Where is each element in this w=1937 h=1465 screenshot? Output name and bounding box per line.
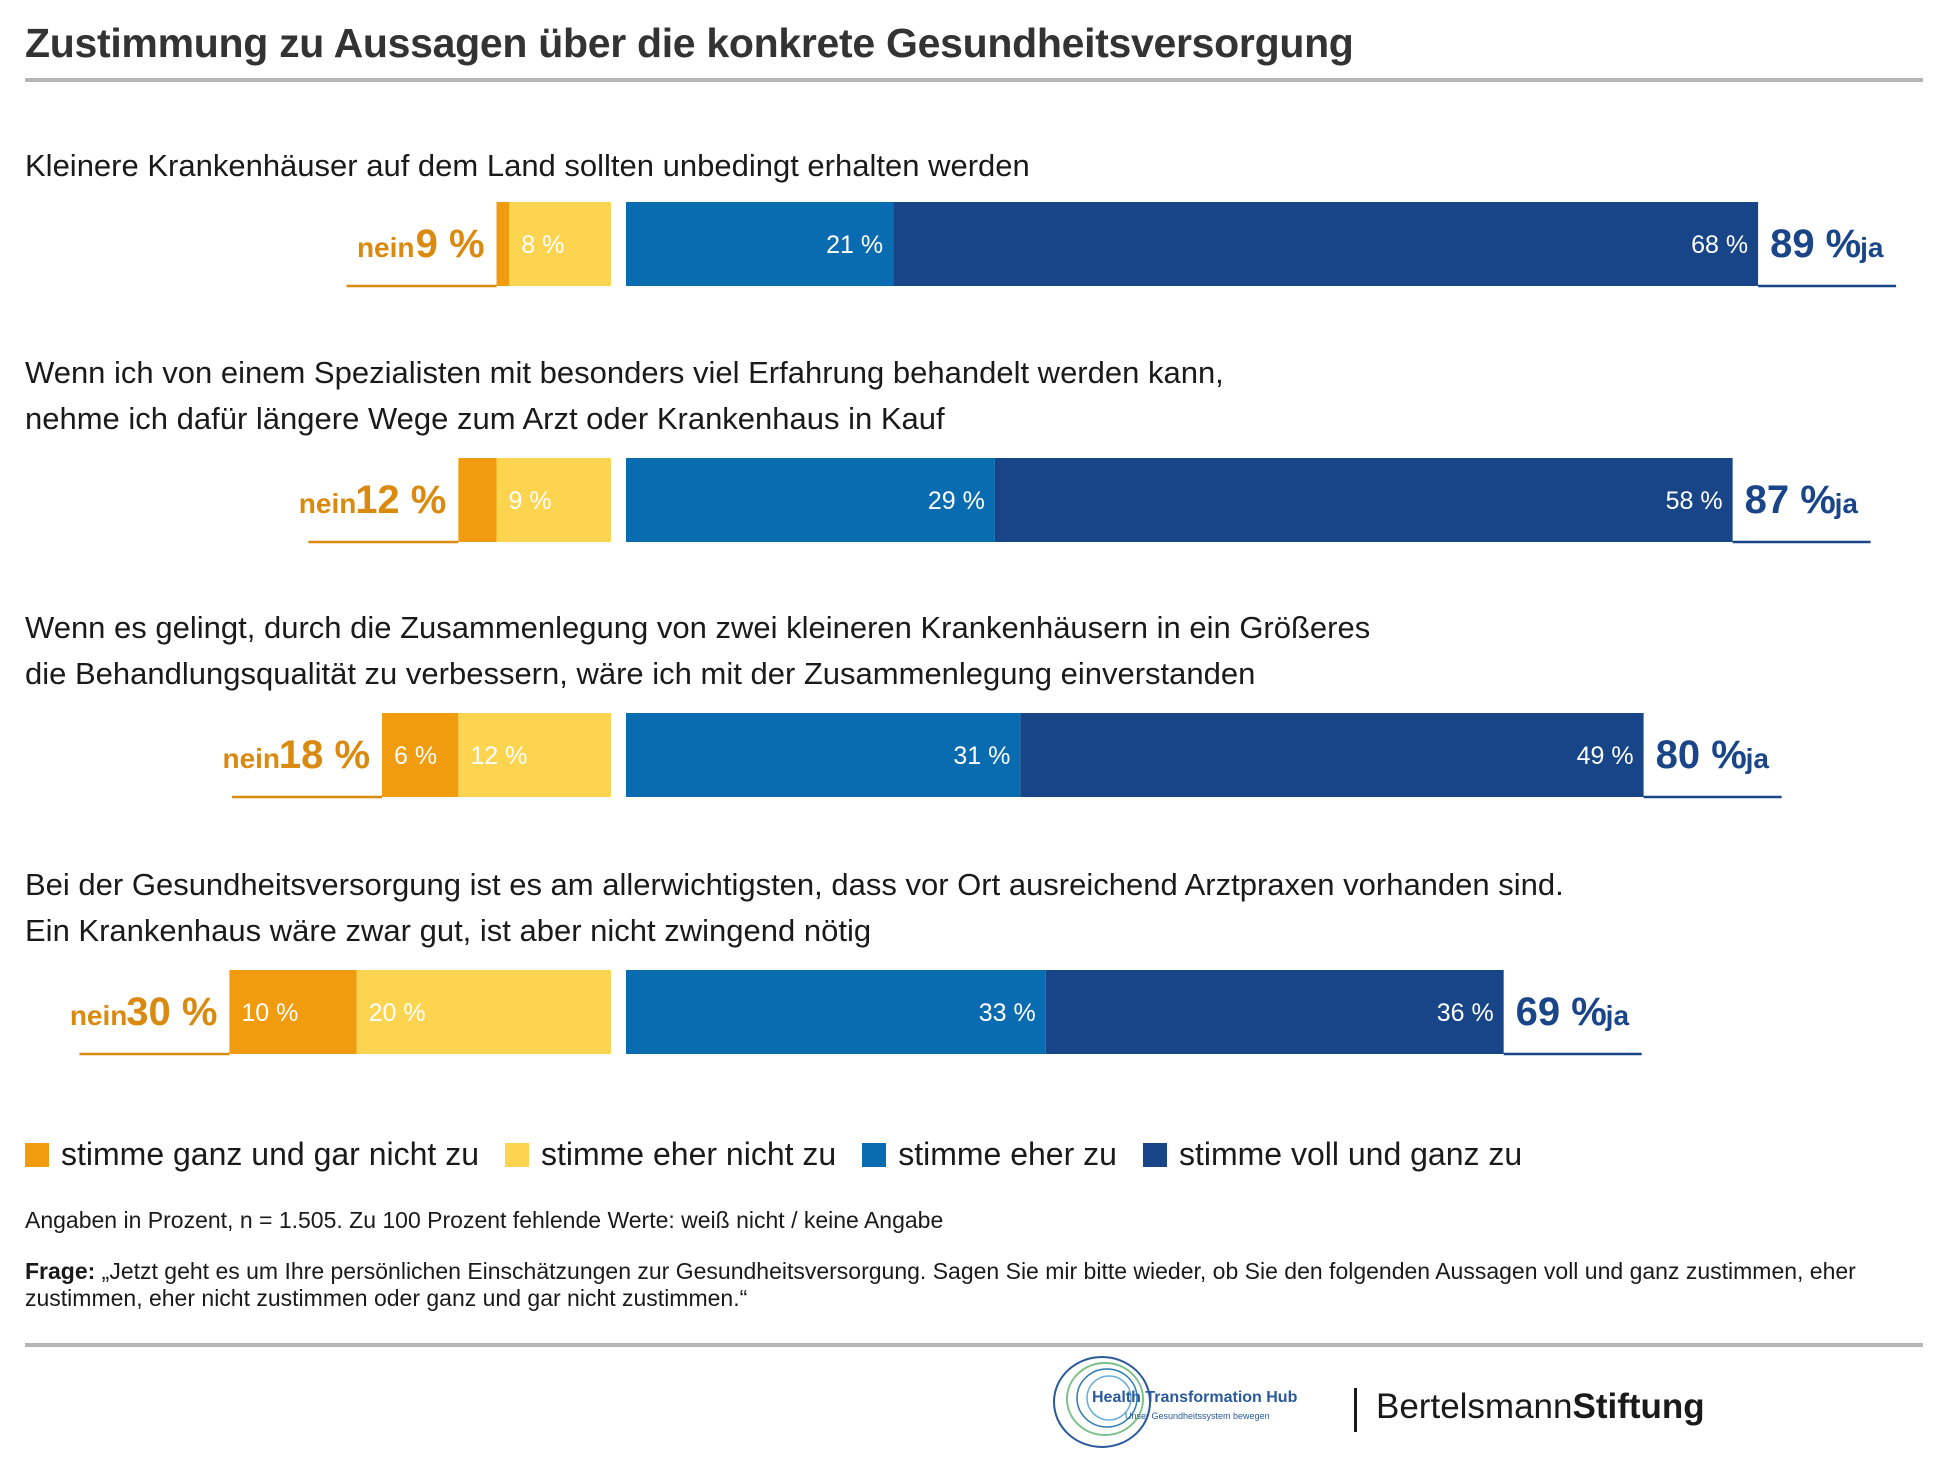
legend-swatch [1142, 1142, 1167, 1167]
legend-item-ganz-und-gar-nicht: stimme ganz und gar nicht zu [25, 1136, 479, 1173]
ja-total-label: 80 % [1656, 733, 1747, 777]
diverging-bar-chart: 8 % 21 % 68 %9 %nein 89 %ja9 % 29 % 58 %12 %n… [70, 202, 1897, 1056]
bar-segment-voll-und-ganz [893, 202, 1759, 286]
legend-swatch [862, 1142, 887, 1167]
ja-word-label: ja [1834, 488, 1859, 519]
health-transformation-hub-logo: Health Transformation Hub Unser Gesundhe… [1050, 1352, 1320, 1452]
legend-item-eher-nicht: stimme eher nicht zu [504, 1136, 837, 1173]
legend-label: stimme ganz und gar nicht zu [61, 1136, 479, 1172]
bar-segment-ganz-und-gar-nicht [229, 970, 357, 1054]
bar-segment-eher-nicht [458, 713, 611, 797]
bar-label-eher-nicht: 9 % [509, 487, 552, 515]
bar-segment-voll-und-ganz [1020, 713, 1644, 797]
nein-total-label: 30 % [126, 990, 217, 1034]
bar-segment-voll-und-ganz [1045, 970, 1504, 1054]
bar-segment-eher [626, 202, 894, 286]
bar-segment-eher-nicht [356, 970, 611, 1054]
legend-item-eher: stimme eher zu [862, 1136, 1117, 1173]
bar-label-eher: 29 % [928, 487, 985, 515]
survey-question: Frage: „Jetzt geht es um Ihre persönlich… [25, 1258, 1925, 1312]
legend-label: stimme eher zu [898, 1136, 1117, 1172]
hub-circles-icon [1053, 1356, 1151, 1448]
bar-label-eher-nicht: 20 % [369, 999, 426, 1027]
ja-total-label: 87 % [1745, 478, 1836, 522]
hub-tagline: Unser Gesundheitssystem bewegen [1125, 1411, 1270, 1421]
bar-segment-voll-und-ganz [994, 458, 1733, 542]
nein-word-label: nein [70, 1000, 128, 1031]
footer-divider [25, 1343, 1923, 1347]
hub-name: Health Transformation Hub [1092, 1389, 1298, 1406]
chart-title: Zustimmung zu Aussagen über die konkrete… [25, 20, 1354, 66]
bar-segment-eher [626, 713, 1021, 797]
bar-label-eher-nicht: 12 % [470, 742, 527, 770]
bar-label-eher-nicht: 8 % [521, 231, 564, 259]
nein-word-label: nein [357, 232, 415, 263]
frage-label: Frage: [25, 1258, 96, 1284]
bar-segment-eher [626, 458, 995, 542]
question-4: Bei der Gesundheitsversorgung ist es am … [25, 867, 1564, 948]
bar-segment-ganz-und-gar-nicht [496, 202, 510, 286]
bar-label-eher: 21 % [826, 231, 883, 259]
bar-label-eher: 33 % [979, 999, 1036, 1027]
bar-segment-ganz-und-gar-nicht [458, 458, 497, 542]
legend: stimme ganz und gar nicht zu stimme eher… [25, 1136, 1548, 1173]
bar-label-ganz-und-gar-nicht: 6 % [394, 742, 437, 770]
legend-label: stimme eher nicht zu [540, 1136, 837, 1172]
frage-text: „Jetzt geht es um Ihre persönlichen Eins… [25, 1258, 1856, 1311]
bar-segment-eher-nicht [509, 202, 611, 286]
ja-word-label: ja [1745, 743, 1770, 774]
bertelsmann-stiftung-logo: BertelsmannStiftung [1376, 1387, 1705, 1427]
bar-label-voll-und-ganz: 36 % [1437, 999, 1494, 1027]
brand-regular: Bertelsmann [1376, 1387, 1573, 1426]
legend-swatch [504, 1142, 529, 1167]
bar-label-voll-und-ganz: 49 % [1577, 742, 1634, 770]
legend-label: stimme voll und ganz zu [1178, 1136, 1523, 1172]
question-2: Wenn ich von einem Spezialisten mit beso… [25, 355, 1224, 436]
bar-segment-ganz-und-gar-nicht [382, 713, 459, 797]
legend-swatch [25, 1142, 49, 1167]
bar-label-ganz-und-gar-nicht: 10 % [241, 999, 298, 1027]
ja-word-label: ja [1605, 1000, 1630, 1031]
nein-total-label: 12 % [355, 478, 446, 522]
nein-word-label: nein [299, 488, 357, 519]
title-divider [25, 78, 1923, 82]
nein-total-label: 18 % [279, 733, 370, 777]
bar-segment-eher-nicht [496, 458, 611, 542]
legend-item-voll-und-ganz: stimme voll und ganz zu [1142, 1136, 1523, 1173]
brand-bold: Stiftung [1572, 1387, 1705, 1426]
ja-total-label: 89 % [1770, 222, 1861, 266]
nein-total-label: 9 % [416, 222, 485, 266]
question-1: Kleinere Krankenhäuser auf dem Land soll… [25, 148, 1030, 183]
bar-segment-eher [626, 970, 1046, 1054]
nein-word-label: nein [222, 743, 280, 774]
bar-label-eher: 31 % [953, 742, 1010, 770]
sample-note: Angaben in Prozent, n = 1.505. Zu 100 Pr… [25, 1207, 944, 1233]
bar-label-voll-und-ganz: 58 % [1666, 487, 1723, 515]
bar-label-voll-und-ganz: 68 % [1691, 231, 1748, 259]
ja-total-label: 69 % [1516, 990, 1607, 1034]
ja-word-label: ja [1859, 232, 1884, 263]
logo-divider [1354, 1388, 1357, 1432]
question-3: Wenn es gelingt, durch die Zusammenlegun… [25, 610, 1371, 691]
